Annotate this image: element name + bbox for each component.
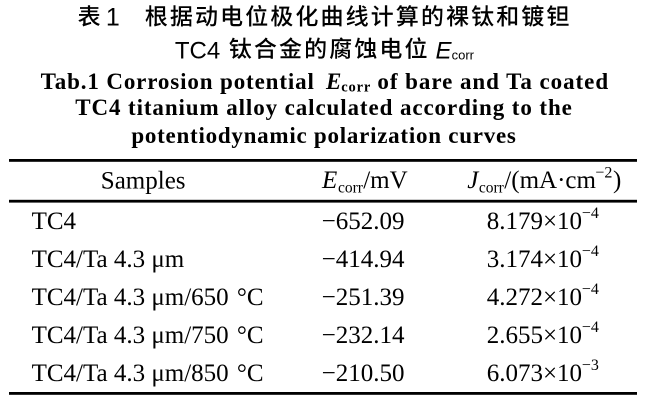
svg-text:/mV: /mV (363, 167, 407, 194)
svg-text:TC4/Ta 4.3 μm/750 °C: TC4/Ta 4.3 μm/750 °C (32, 322, 264, 349)
svg-text:−232.14: −232.14 (322, 322, 405, 349)
svg-text:−4: −4 (582, 281, 599, 298)
svg-text:−3: −3 (582, 357, 599, 374)
svg-text:corr: corr (479, 179, 505, 196)
svg-text:/(mA·cm: /(mA·cm (504, 167, 596, 194)
svg-text:3.174×10: 3.174×10 (487, 246, 582, 273)
svg-text:E: E (321, 167, 337, 194)
svg-text:of bare and Ta coated: of bare and Ta coated (377, 69, 609, 94)
svg-text:6.073×10: 6.073×10 (487, 360, 582, 387)
svg-text:TC4: TC4 (32, 208, 77, 235)
svg-text:TC4/Ta 4.3 μm/850 °C: TC4/Ta 4.3 μm/850 °C (32, 360, 264, 387)
svg-text:4.272×10: 4.272×10 (487, 284, 582, 311)
svg-text:corr: corr (341, 79, 371, 95)
svg-text:Tab.1 Corrosion potential: Tab.1 Corrosion potential (41, 69, 315, 94)
svg-text:TC4: TC4 (175, 37, 220, 64)
svg-text:potentiodynamic polarization c: potentiodynamic polarization curves (131, 123, 516, 148)
svg-text:E: E (436, 37, 453, 64)
svg-text:−414.94: −414.94 (322, 246, 405, 273)
svg-text:): ) (613, 167, 621, 194)
svg-text:J: J (467, 167, 480, 194)
svg-text:TC4/Ta 4.3 μm/650 °C: TC4/Ta 4.3 μm/650 °C (32, 284, 264, 311)
svg-text:TC4/Ta 4.3 μm: TC4/Ta 4.3 μm (32, 246, 185, 273)
svg-text:Samples: Samples (101, 168, 186, 195)
svg-text:2.655×10: 2.655×10 (487, 322, 582, 349)
svg-text:8.179×10: 8.179×10 (487, 208, 582, 235)
svg-text:−251.39: −251.39 (322, 284, 405, 311)
svg-text:TC4 titanium alloy calculated: TC4 titanium alloy calculated according … (75, 95, 573, 120)
svg-text:−4: −4 (582, 205, 599, 222)
svg-text:E: E (325, 69, 341, 94)
svg-text:−4: −4 (582, 319, 599, 336)
svg-text:1: 1 (106, 3, 120, 31)
svg-text:−210.50: −210.50 (322, 360, 405, 387)
svg-text:−652.09: −652.09 (322, 208, 405, 235)
svg-text:corr: corr (338, 179, 364, 196)
svg-text:−4: −4 (582, 243, 599, 260)
svg-text:corr: corr (452, 48, 475, 63)
svg-text:−2: −2 (595, 164, 612, 181)
